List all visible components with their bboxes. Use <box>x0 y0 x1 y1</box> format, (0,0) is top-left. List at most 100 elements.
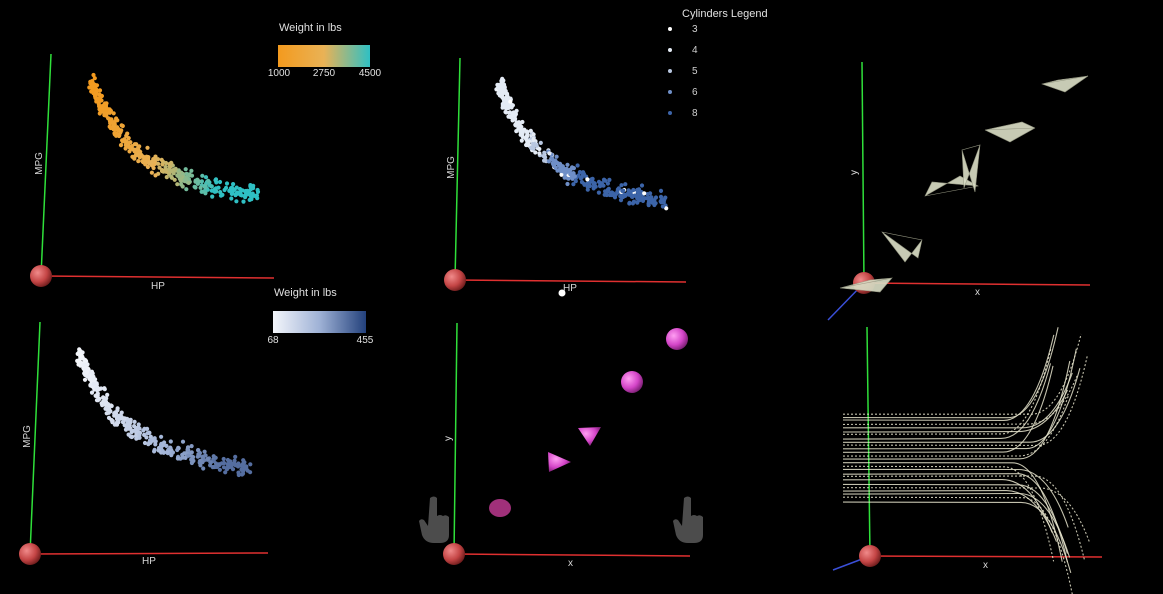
p2-point <box>557 163 562 168</box>
p2-point <box>585 177 590 182</box>
p6-streamline <box>842 363 1052 440</box>
p2-point <box>618 198 624 203</box>
p4-point <box>129 434 134 440</box>
p2-point <box>658 194 664 199</box>
cylinders-legend-item-5: 5 <box>668 66 698 77</box>
cylinders-legend-swatch <box>668 48 672 53</box>
p1-point <box>107 117 112 122</box>
p2-point <box>571 182 576 187</box>
p1-point <box>250 192 255 197</box>
p1-point <box>169 168 174 173</box>
p1-point <box>120 123 125 129</box>
p4-point <box>76 358 81 363</box>
p2-point <box>627 201 632 206</box>
p4-point <box>83 358 88 363</box>
p4-point <box>97 387 102 392</box>
p4-point <box>213 455 218 460</box>
p4-point <box>189 450 194 455</box>
p3-xlabel: x <box>975 287 980 298</box>
cylinders-legend-label: 3 <box>692 24 698 35</box>
p1-point <box>218 193 224 198</box>
p6-streamline <box>842 475 1085 560</box>
p1-point <box>149 160 154 166</box>
p1-point <box>175 182 180 187</box>
p1-point <box>132 156 137 161</box>
p2-x-axis <box>454 279 687 283</box>
p1-point <box>137 144 142 149</box>
p4-point <box>241 458 246 463</box>
p2-point <box>520 119 525 125</box>
p4-point <box>137 435 142 440</box>
p4-ylabel: MPG <box>21 425 33 448</box>
weight-legend-orange-colorbar <box>278 45 370 67</box>
p2-point <box>623 182 628 187</box>
cylinders-legend-item-4: 4 <box>668 45 698 56</box>
p2-point <box>604 189 609 194</box>
p4-point <box>120 420 126 425</box>
p1-point <box>163 164 168 170</box>
p4-point <box>191 458 196 463</box>
p1-point <box>241 199 246 204</box>
p2-point <box>560 169 565 174</box>
p2-point <box>508 99 513 104</box>
p2-point <box>497 93 502 98</box>
p1-point <box>224 181 230 186</box>
p6-streamline <box>842 496 1073 594</box>
p2-point <box>542 150 547 155</box>
p2-origin-ball <box>444 269 466 291</box>
p6-streamline <box>842 395 1069 457</box>
p2-point <box>498 84 503 89</box>
p1-point <box>89 79 94 84</box>
p4-point <box>168 439 173 444</box>
p4-point <box>144 435 149 440</box>
p4-point <box>205 456 210 461</box>
p1-point <box>135 152 140 157</box>
p4-point <box>84 369 89 374</box>
p4-point <box>145 431 150 436</box>
p1-point <box>159 157 164 162</box>
p1-point <box>249 197 254 202</box>
p4-point <box>128 417 133 422</box>
p1-point <box>91 72 96 78</box>
p4-point <box>85 362 90 367</box>
cylinders-legend-item-8: 8 <box>668 108 698 119</box>
cylinders-legend-item-3: 3 <box>668 24 698 35</box>
p4-point <box>114 422 120 427</box>
p6-streamline <box>842 492 1071 558</box>
p2-point <box>660 204 666 209</box>
cylinders-legend-label: 5 <box>692 66 698 77</box>
p5-xlabel: x <box>568 558 573 569</box>
p4-point <box>82 377 88 382</box>
p4-point <box>168 445 173 450</box>
p2-point <box>604 192 609 198</box>
p2-point <box>664 206 669 211</box>
p6-streamline <box>842 354 1089 446</box>
p2-point <box>542 158 547 163</box>
p1-point <box>229 191 234 196</box>
p5-origin-ball <box>443 543 465 565</box>
p2-point <box>587 180 592 185</box>
p4-point <box>85 374 90 379</box>
p2-point <box>640 196 645 201</box>
p6-origin-ball <box>859 545 881 567</box>
p4-point <box>161 442 166 447</box>
p2-point <box>582 182 587 187</box>
p1-point <box>153 173 158 178</box>
p1-point <box>178 178 183 183</box>
p4-point <box>132 419 137 424</box>
p6-streamline <box>842 473 1068 563</box>
p4-point <box>133 428 139 433</box>
p4-point <box>77 349 82 355</box>
p2-point <box>620 188 625 193</box>
p2-point <box>501 98 507 103</box>
p4-point <box>103 406 108 411</box>
p1-point <box>203 191 208 196</box>
p4-point <box>156 448 161 453</box>
p1-point <box>237 186 243 192</box>
p4-point <box>153 442 158 447</box>
p3-y-axis <box>861 61 865 284</box>
hand-pointer-icon-left <box>419 496 449 543</box>
p2-point <box>605 181 611 186</box>
hand-pointer-icon-right <box>673 496 703 543</box>
p2-point <box>630 201 636 206</box>
